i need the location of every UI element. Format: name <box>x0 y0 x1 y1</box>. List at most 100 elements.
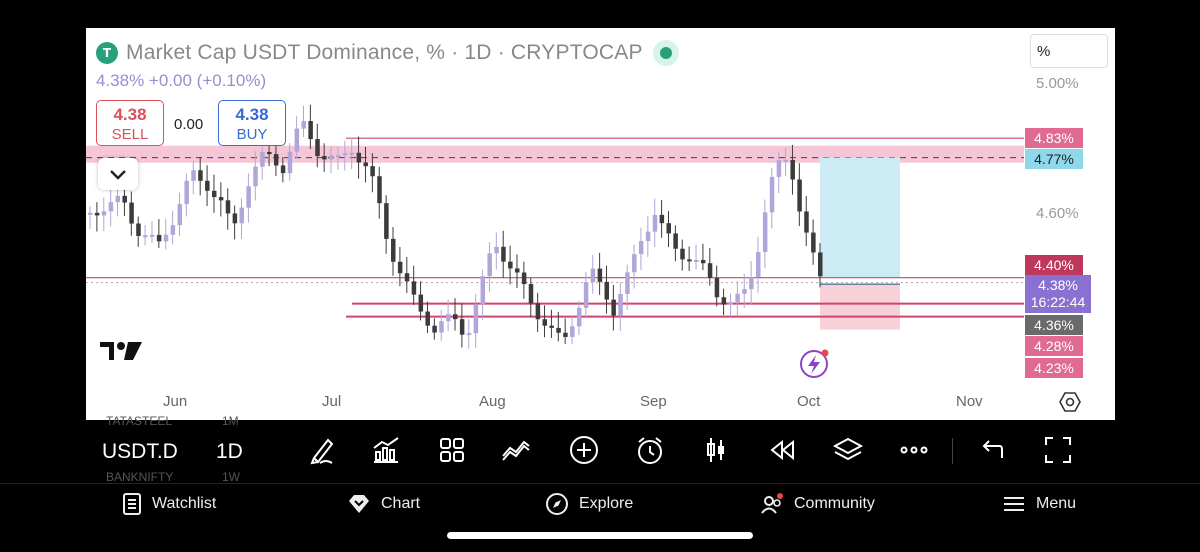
nav-chart[interactable]: Chart <box>347 492 420 516</box>
ghost-interval-2: 1W <box>222 470 240 484</box>
buy-price: 4.38 <box>235 105 269 124</box>
candle-body <box>473 304 479 334</box>
candle-body <box>122 195 127 203</box>
current-price: 4.38% <box>1038 277 1078 293</box>
nav-community[interactable]: Community <box>760 492 875 516</box>
lightning-bolt-icon <box>808 355 820 374</box>
home-indicator <box>447 532 753 539</box>
nav-explore[interactable]: Explore <box>545 492 633 516</box>
candle-body <box>294 128 300 152</box>
scale-mode-button[interactable]: % <box>1030 34 1108 68</box>
fullscreen-icon[interactable] <box>1042 434 1074 466</box>
ghost-interval-1: 1M <box>222 414 239 428</box>
indicators-icon[interactable] <box>370 434 402 466</box>
candle-body <box>611 299 616 316</box>
collapse-legend-button[interactable] <box>98 158 138 190</box>
axis-tick-460: 4.60% <box>1036 205 1079 222</box>
bar-countdown: 16:22:44 <box>1030 294 1086 310</box>
candle-body <box>666 223 671 234</box>
candle-body <box>432 325 437 333</box>
candle-type-icon[interactable] <box>700 434 732 466</box>
candle-body <box>101 211 107 216</box>
candle-body <box>570 326 575 337</box>
chart-title[interactable]: Market Cap USDT Dominance, % · 1D · CRYP… <box>126 41 643 64</box>
candle-body <box>108 202 114 212</box>
candle-body <box>673 233 678 249</box>
notification-dot <box>821 349 829 357</box>
candle-body <box>211 190 217 198</box>
nav-menu[interactable]: Menu <box>1002 492 1076 516</box>
candle-body <box>391 238 396 262</box>
sell-button[interactable]: 4.38 SELL <box>96 100 164 146</box>
candle-body <box>349 152 355 155</box>
candle-body <box>659 214 665 224</box>
candle-body <box>335 155 341 158</box>
candle-body <box>170 225 176 235</box>
candle-body <box>115 195 121 203</box>
x-label-jul: Jul <box>322 393 342 410</box>
chart-settings-icon[interactable] <box>1058 390 1082 419</box>
candle-body <box>418 294 424 312</box>
layers-icon[interactable] <box>832 434 864 466</box>
candle-body <box>756 252 761 278</box>
candle-body <box>556 327 561 333</box>
draw-tool-icon[interactable] <box>306 434 338 466</box>
ghost-symbol-2: BANKNIFTY <box>106 470 174 484</box>
x-label-jun: Jun <box>163 393 188 410</box>
chart-panel[interactable]: T Market Cap USDT Dominance, % · 1D · CR… <box>86 28 1115 420</box>
candle-body <box>776 160 782 177</box>
tradingview-logo-icon <box>100 340 144 367</box>
compare-symbols-icon[interactable] <box>500 434 532 466</box>
candle-body <box>129 202 134 224</box>
candle-body <box>218 197 224 201</box>
candle-body <box>728 302 733 305</box>
buy-button[interactable]: 4.38 BUY <box>218 100 286 146</box>
candle-body <box>749 277 754 290</box>
symbol-selector[interactable]: USDT.D <box>102 440 178 463</box>
candle-body <box>198 170 203 181</box>
nav-watchlist-label: Watchlist <box>152 495 217 512</box>
candle-body <box>466 333 472 336</box>
price-chart[interactable] <box>86 28 1115 420</box>
candle-body <box>721 297 727 305</box>
candle-body <box>356 152 362 163</box>
market-status-icon[interactable] <box>652 40 679 66</box>
candle-body <box>632 254 637 273</box>
candle-body <box>253 166 258 187</box>
candle-body <box>287 151 293 174</box>
candle-body <box>590 268 596 283</box>
candle-body <box>280 165 286 174</box>
x-label-nov: Nov <box>956 393 983 410</box>
candle-body <box>714 277 720 298</box>
templates-grid-icon[interactable] <box>436 434 468 466</box>
candle-body <box>232 213 238 224</box>
add-icon[interactable] <box>568 434 600 466</box>
candle-body <box>769 176 775 213</box>
price-tag-477: 4.77% <box>1025 149 1083 169</box>
candle-body <box>508 261 513 269</box>
replay-icon[interactable] <box>766 434 798 466</box>
candle-body <box>804 211 809 233</box>
alarm-icon[interactable] <box>634 434 666 466</box>
chart-toolbar: TATASTEEL 1M BANKNIFTY 1W USDT.D 1D <box>86 414 1115 484</box>
nav-watchlist[interactable]: Watchlist <box>122 492 216 516</box>
candle-body <box>94 212 100 216</box>
hamburger-menu-icon <box>1004 497 1024 511</box>
candle-body <box>707 263 713 278</box>
candle-body <box>694 260 699 263</box>
candle-body <box>225 200 231 214</box>
candle-body <box>700 260 706 264</box>
undo-icon[interactable] <box>976 434 1008 466</box>
resistance-zone <box>86 145 1024 163</box>
candle-body <box>136 223 141 236</box>
tether-logo-icon: T <box>96 42 118 64</box>
more-icon[interactable] <box>898 434 930 466</box>
candle-body <box>487 253 492 277</box>
sell-label: SELL <box>111 126 149 143</box>
candle-body <box>370 166 375 177</box>
interval-selector[interactable]: 1D <box>216 440 243 463</box>
candle-body <box>583 282 589 308</box>
compass-icon <box>546 493 568 515</box>
price-change: 4.38% +0.00 (+0.10%) <box>96 71 267 90</box>
candle-body <box>597 268 603 282</box>
